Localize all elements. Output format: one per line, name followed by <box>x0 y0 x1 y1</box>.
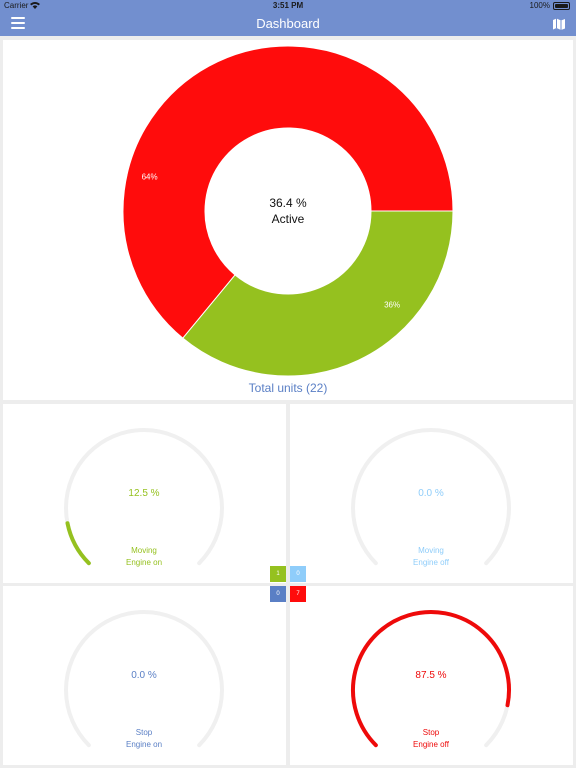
gauge-track <box>64 428 224 566</box>
gauge-percent: 12.5 % <box>128 488 160 499</box>
gauge-value-arc <box>65 521 91 566</box>
legend-moving-engine-off: 0 <box>290 566 306 582</box>
active-donut-chart: 64% 36% <box>122 45 454 377</box>
donut-slice-label: 36% <box>384 300 400 309</box>
gauge-status: Moving <box>418 546 444 555</box>
carrier-label: Carrier <box>4 1 29 10</box>
donut-slice <box>122 45 454 339</box>
wifi-icon <box>30 2 40 9</box>
gauge-chart <box>351 610 511 748</box>
gauge-value-arc <box>351 610 511 748</box>
gauge-status: Stop <box>135 728 153 737</box>
gauge-engine-state: Engine on <box>125 558 163 567</box>
donut-slice <box>182 210 454 377</box>
gauge-status: Moving <box>131 546 157 555</box>
gauge-moving-engine-off: 0.0 % Moving Engine off <box>290 404 573 583</box>
legend-moving-engine-on: 1 <box>270 566 286 582</box>
gauge-percent: 0.0 % <box>131 670 157 681</box>
gauge-engine-state: Engine off <box>413 740 449 749</box>
hamburger-menu-icon[interactable] <box>11 17 27 31</box>
legend-stop-engine-off: 7 <box>290 586 306 602</box>
gauge-engine-state: Engine off <box>413 558 449 567</box>
gauge-chart <box>351 428 511 566</box>
donut-slice-label: 64% <box>142 173 158 182</box>
gauge-engine-state: Engine on <box>125 740 163 749</box>
gauge-status: Stop <box>422 728 440 737</box>
nav-bar: Dashboard <box>0 12 576 36</box>
status-bar: Carrier 3:51 PM 100% <box>0 0 576 12</box>
gauge-track <box>351 428 511 566</box>
gauge-chart <box>64 610 224 748</box>
gauge-stop-engine-on: 0.0 % Stop Engine on <box>3 586 286 765</box>
page-title: Dashboard <box>256 16 320 31</box>
battery-icon <box>553 2 570 10</box>
active-label: Active <box>271 212 305 226</box>
gauge-percent: 0.0 % <box>418 488 444 499</box>
clock: 3:51 PM <box>272 1 304 10</box>
gauge-moving-engine-on: 12.5 % Moving Engine on <box>3 404 286 583</box>
total-units-label: Total units (22) <box>248 381 328 395</box>
gauge-chart <box>64 428 224 566</box>
active-percent: 36.4 % <box>269 196 307 210</box>
gauge-track <box>64 610 224 748</box>
gauge-stop-engine-off: 87.5 % Stop Engine off <box>290 586 573 765</box>
battery-percent: 100% <box>529 1 550 10</box>
gauge-percent: 87.5 % <box>415 670 447 681</box>
map-icon[interactable] <box>552 17 566 31</box>
active-units-panel: 64% 36% 36.4 % Active Total units (22) <box>3 40 573 400</box>
legend-stop-engine-on: 0 <box>270 586 286 602</box>
